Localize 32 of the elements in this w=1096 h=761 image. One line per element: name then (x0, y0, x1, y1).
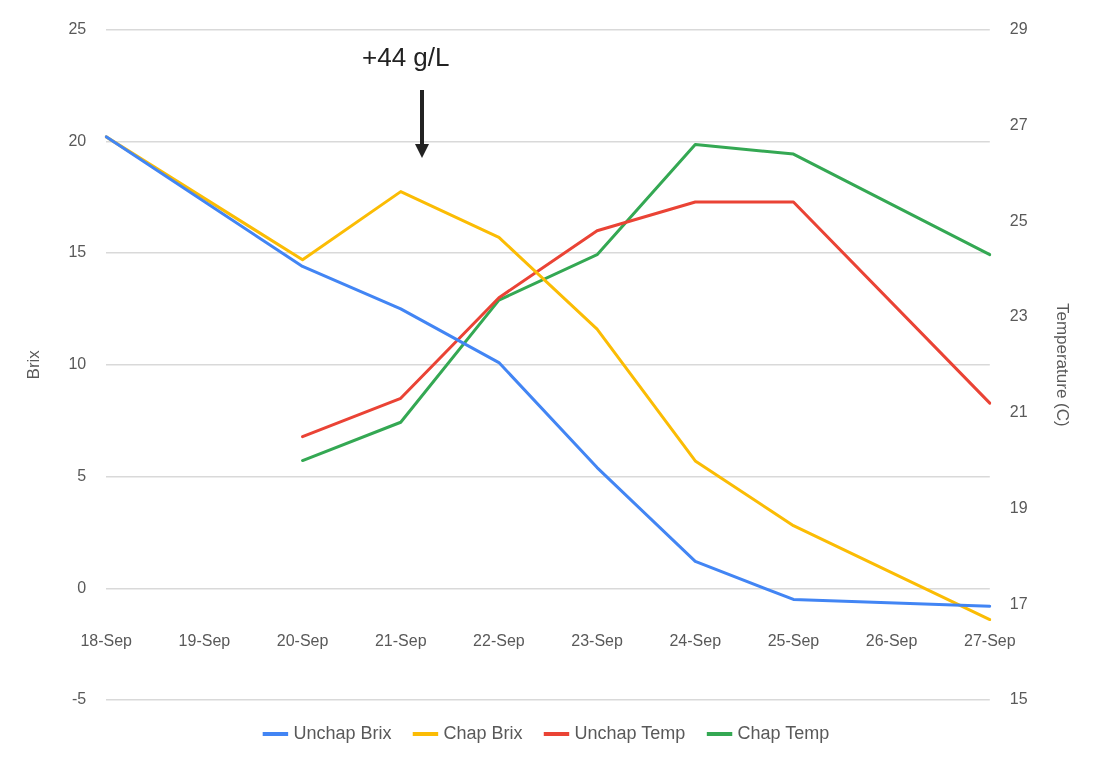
y2-axis-title: Temperature (C) (1053, 302, 1073, 427)
x-tick-label: 22-Sep (473, 632, 525, 650)
x-tick-label: 20-Sep (276, 632, 329, 650)
annotation: +44 g/L (362, 42, 450, 73)
y-tick-label: -5 (71, 690, 87, 708)
y2-tick-label: 21 (1009, 403, 1028, 421)
x-tick-label: 18-Sep (80, 632, 133, 650)
y-tick-label: 20 (68, 131, 87, 149)
legend-label: Chap Brix (443, 722, 523, 743)
y2-tick-label: 15 (1009, 690, 1028, 708)
legend-label: Chap Temp (737, 722, 830, 743)
y2-tick-label: 29 (1009, 20, 1028, 38)
y-axis-title: Brix (23, 349, 43, 380)
y-tick-label: 25 (68, 20, 87, 38)
y-tick-label: 0 (77, 578, 87, 596)
x-tick-label: 21-Sep (374, 632, 427, 650)
y2-tick-label: 27 (1009, 115, 1028, 133)
legend-label: Unchap Temp (574, 722, 686, 743)
x-tick-label: 25-Sep (767, 632, 820, 650)
y-tick-label: 5 (77, 466, 87, 484)
y-tick-label: 15 (68, 243, 87, 261)
y-tick-label: 10 (68, 355, 87, 373)
y2-tick-label: 19 (1009, 498, 1028, 516)
legend-label: Unchap Brix (293, 722, 392, 743)
x-tick-label: 23-Sep (571, 632, 623, 650)
y2-tick-label: 25 (1009, 211, 1028, 229)
x-tick-label: 27-Sep (964, 632, 1016, 650)
x-tick-label: 19-Sep (178, 632, 231, 650)
y2-tick-label: 17 (1009, 594, 1028, 612)
x-tick-label: 24-Sep (669, 632, 722, 650)
x-tick-label: 26-Sep (865, 632, 918, 650)
y2-tick-label: 23 (1009, 307, 1028, 325)
